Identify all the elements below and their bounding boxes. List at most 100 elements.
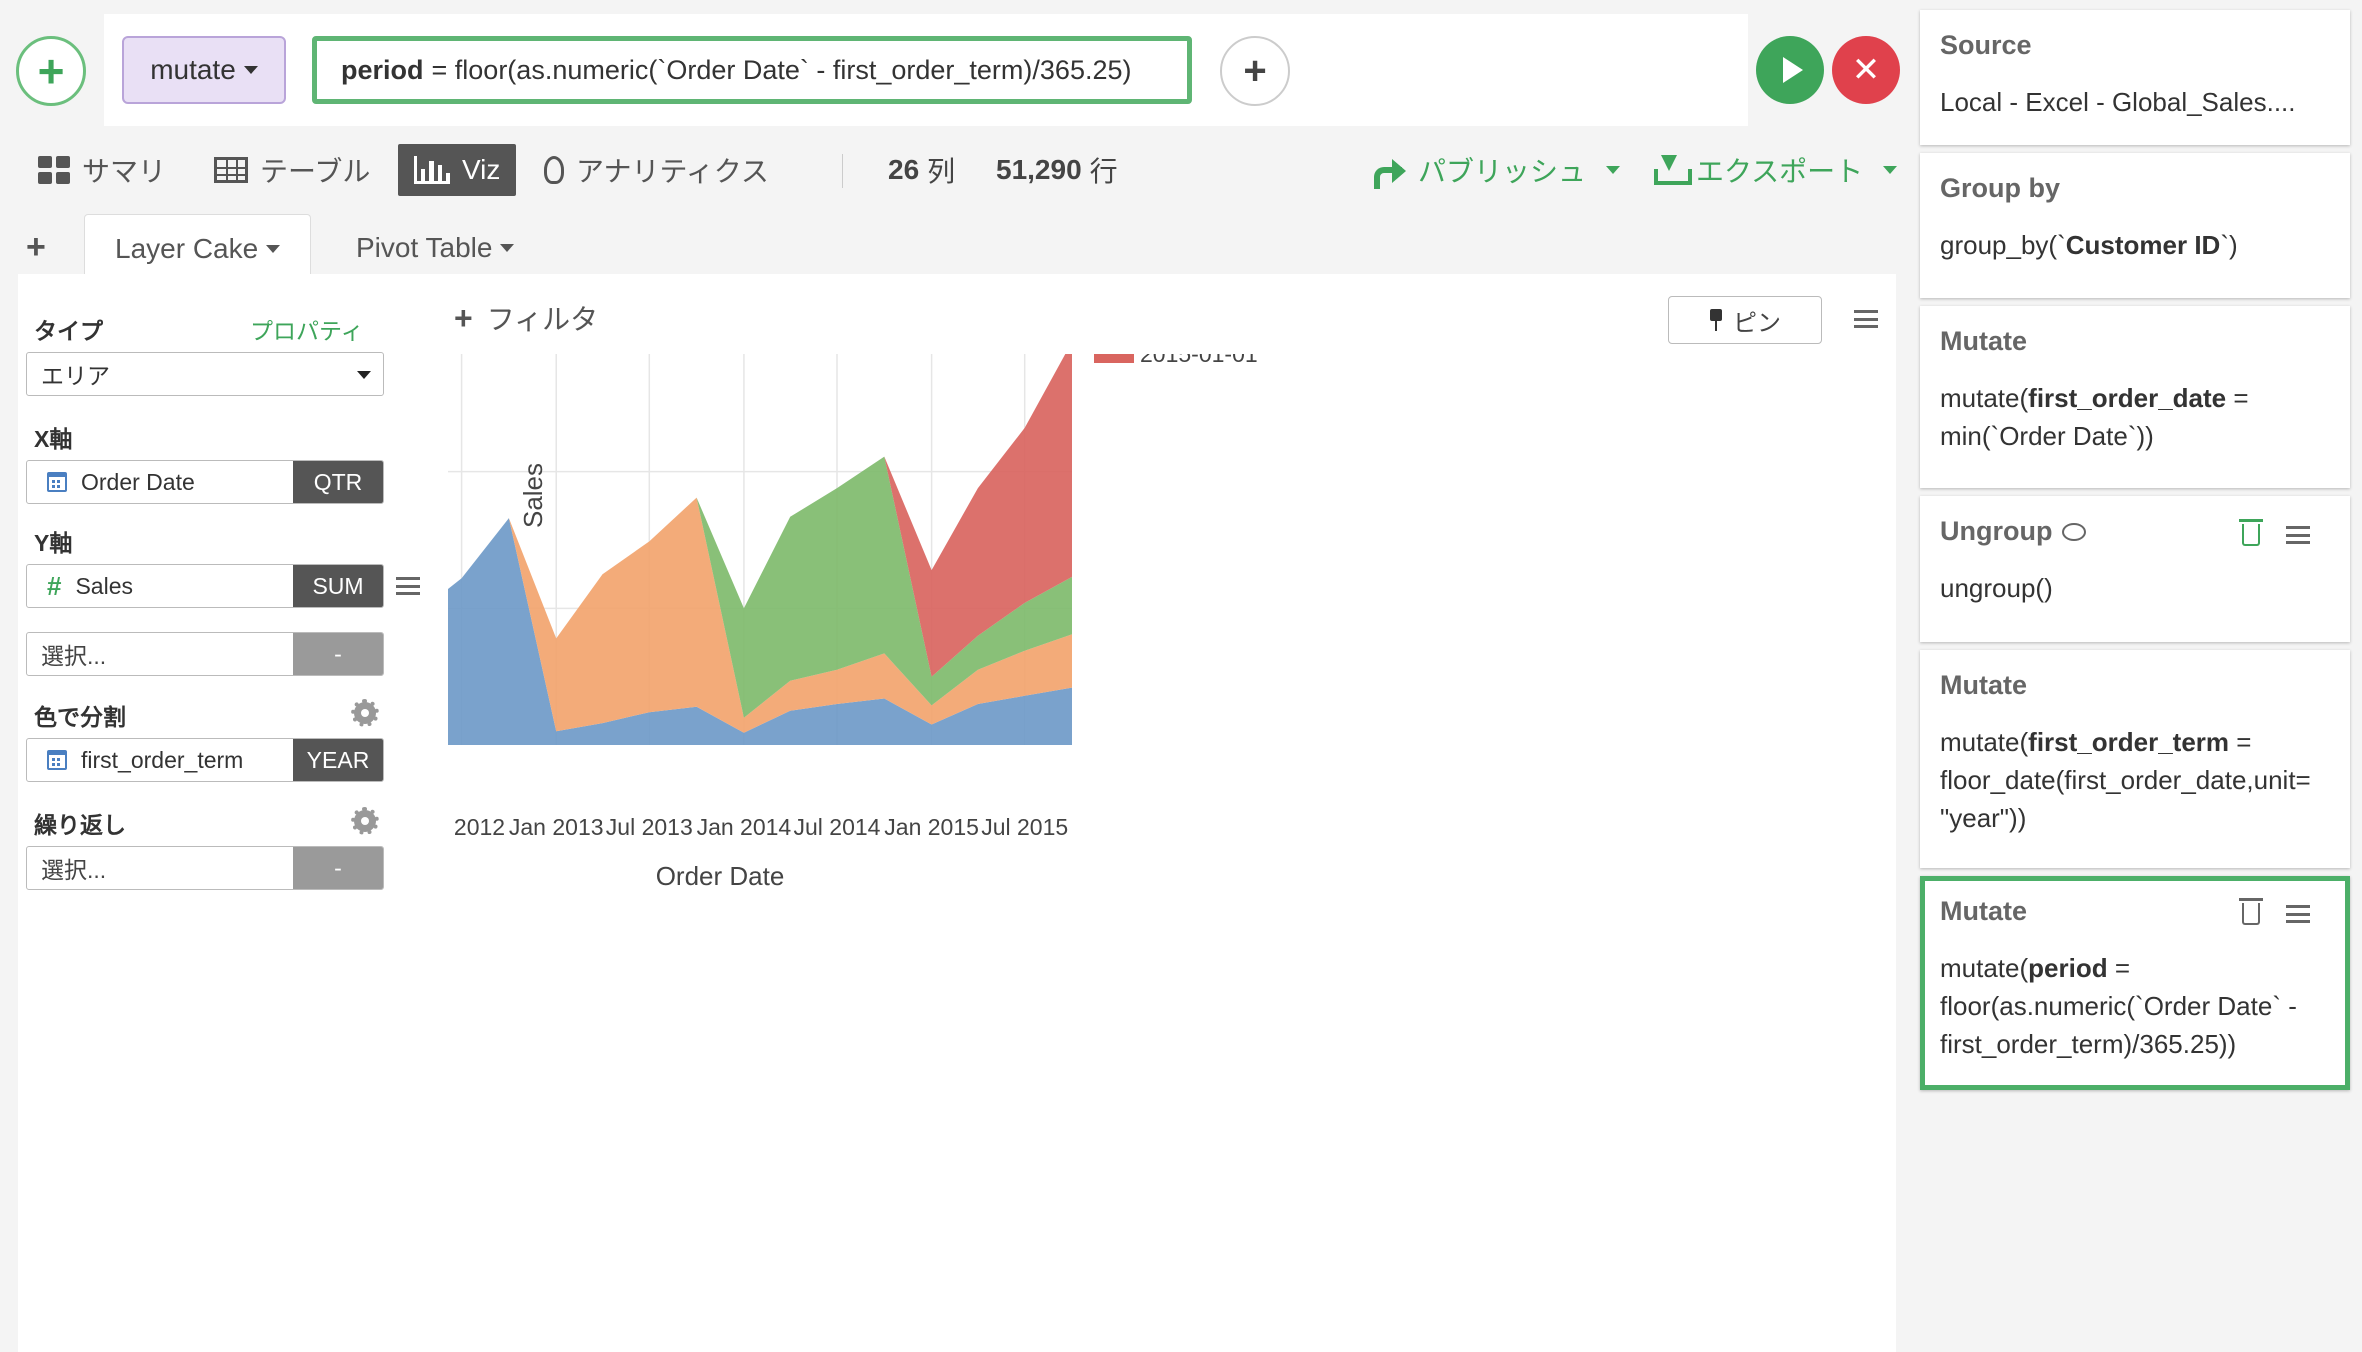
- x-axis-field[interactable]: Order Date QTR: [26, 460, 384, 504]
- column-count: 26 列: [888, 154, 956, 187]
- area-series-2015-01-01: [448, 354, 1072, 677]
- y-axis-title: Sales: [518, 463, 548, 528]
- close-icon: ✕: [1851, 51, 1881, 89]
- chart-type-select[interactable]: エリア: [26, 352, 384, 396]
- add-expression-button[interactable]: +: [1220, 36, 1290, 106]
- step-body: Local - Excel - Global_Sales....: [1940, 87, 2296, 117]
- table-view-button[interactable]: テーブル: [214, 144, 370, 196]
- table-icon: [214, 157, 248, 183]
- gear-icon[interactable]: [351, 699, 379, 727]
- legend-swatch: [1094, 354, 1134, 363]
- step-body: group_by(`Customer ID`): [1940, 230, 2238, 260]
- command-type-dropdown[interactable]: mutate: [122, 36, 286, 104]
- analytics-label: アナリティクス: [576, 156, 769, 187]
- calendar-icon: [47, 750, 67, 770]
- step-menu-icon[interactable]: [2286, 905, 2310, 923]
- step-menu-icon[interactable]: [2286, 526, 2310, 544]
- repeat-by-field[interactable]: 選択... -: [26, 846, 384, 890]
- step-card-mutate[interactable]: Mutate mutate(first_order_date = min(`Ord…: [1920, 306, 2350, 488]
- number-icon: #: [47, 570, 62, 601]
- share-icon: [1372, 157, 1406, 189]
- repeat-by-aggregation[interactable]: -: [293, 847, 383, 889]
- x-tick-label: Jan 2014: [697, 814, 792, 840]
- y-axis-menu-icon[interactable]: [396, 577, 420, 595]
- add-step-button[interactable]: +: [16, 36, 86, 106]
- step-title: Source: [1940, 30, 2032, 60]
- x-axis-aggregation[interactable]: QTR: [293, 461, 383, 503]
- pin-button[interactable]: ピン: [1668, 296, 1822, 344]
- table-label: テーブル: [260, 156, 371, 187]
- step-card-source[interactable]: Source Local - Excel - Global_Sales....: [1920, 10, 2350, 145]
- cancel-button[interactable]: ✕: [1832, 36, 1900, 104]
- property-link[interactable]: プロパティ: [250, 318, 364, 344]
- y-axis-second-aggregation[interactable]: -: [293, 633, 383, 675]
- row-count: 51,290 行: [996, 154, 1118, 187]
- step-title: Group by: [1940, 173, 2060, 203]
- run-button[interactable]: [1756, 36, 1824, 104]
- bar-chart-icon: [414, 156, 450, 184]
- x-axis-label: X軸: [34, 426, 73, 452]
- y-axis-field[interactable]: # Sales SUM: [26, 564, 384, 608]
- expression-target: period: [341, 54, 424, 85]
- publish-button[interactable]: パブリッシュ: [1372, 144, 1621, 196]
- download-icon: [1654, 155, 1692, 185]
- plus-icon: +: [1243, 48, 1267, 93]
- y-axis-label: Y軸: [34, 530, 73, 556]
- x-tick-label: Jul 2015: [981, 814, 1068, 840]
- analytics-view-button[interactable]: アナリティクス: [544, 144, 769, 196]
- play-icon: [1783, 57, 1803, 83]
- viz-panel: タイプ プロパティ エリア X軸 Order Date QTR Y軸 # Sale…: [18, 274, 1896, 1352]
- viz-view-button[interactable]: Viz: [398, 144, 517, 196]
- step-card-group-by[interactable]: Group by group_by(`Customer ID`): [1920, 153, 2350, 298]
- caret-down-icon: [500, 244, 515, 252]
- tab-layer-cake[interactable]: Layer Cake: [84, 214, 312, 282]
- y-axis-aggregation[interactable]: SUM: [293, 565, 383, 607]
- chart-tabs: + Layer Cake Pivot Table: [0, 208, 1900, 282]
- viz-label: Viz: [462, 154, 501, 185]
- area-series-2013-01-01: [448, 497, 1072, 733]
- gear-icon[interactable]: [351, 807, 379, 835]
- step-body: ungroup(): [1940, 573, 2053, 603]
- add-chart-tab-button[interactable]: +: [26, 228, 46, 266]
- comment-icon[interactable]: [2062, 522, 2087, 541]
- trash-icon[interactable]: [2239, 519, 2263, 546]
- step-title: Mutate: [1940, 670, 2027, 700]
- x-axis-title: Order Date: [656, 861, 785, 891]
- y-axis-second-field[interactable]: 選択... -: [26, 632, 384, 676]
- x-tick-label: Jan 2013: [509, 814, 604, 840]
- step-card-mutate[interactable]: Mutate mutate(first_order_term = floor_da…: [1920, 650, 2350, 868]
- summary-icon: [38, 156, 70, 184]
- lightbulb-icon: [544, 156, 564, 184]
- expression-input[interactable]: period = floor(as.numeric(`Order Date` - …: [312, 36, 1192, 104]
- color-by-label: 色で分割: [34, 704, 126, 730]
- view-toolbar: サマリ テーブル Viz アナリティクス 26 列 51,290 行 パブリッシュ …: [0, 140, 1900, 204]
- x-tick-label: Jan 2015: [884, 814, 979, 840]
- expression-text: = floor(as.numeric(`Order Date` - first_…: [431, 54, 1132, 85]
- calendar-icon: [47, 472, 67, 492]
- summary-label: サマリ: [82, 156, 167, 187]
- tab-pivot-table[interactable]: Pivot Table: [326, 214, 544, 282]
- x-tick-label: Jul 2012: [448, 814, 505, 840]
- pin-icon: [1709, 309, 1723, 331]
- color-by-field[interactable]: first_order_term YEAR: [26, 738, 384, 782]
- trash-icon[interactable]: [2239, 898, 2263, 925]
- step-card-ungroup[interactable]: Ungroup ungroup(): [1920, 496, 2350, 642]
- step-card-mutate[interactable]: Mutate mutate(period = floor(as.numeric(`…: [1920, 876, 2350, 1090]
- area-series-2012-01-01: [448, 518, 1072, 745]
- summary-view-button[interactable]: サマリ: [38, 144, 166, 196]
- step-body: mutate(first_order_term = floor_date(fir…: [1940, 727, 2311, 833]
- add-filter-button[interactable]: + フィルタ: [454, 299, 599, 336]
- caret-down-icon: [357, 371, 371, 379]
- caret-down-icon: [243, 66, 258, 74]
- step-body: mutate(period = floor(as.numeric(`Order …: [1940, 953, 2297, 1059]
- legend-label: 2015-01-01: [1140, 354, 1258, 367]
- export-button[interactable]: エクスポート: [1654, 144, 1898, 196]
- area-series-2014-01-01: [448, 456, 1072, 718]
- type-label: タイプ: [34, 318, 103, 344]
- step-body: mutate(first_order_date = min(`Order Dat…: [1940, 383, 2249, 451]
- color-by-aggregation[interactable]: YEAR: [293, 739, 383, 781]
- toolbar-divider: [842, 154, 843, 188]
- repeat-by-label: 繰り返し: [34, 812, 126, 838]
- chart-menu-icon[interactable]: [1854, 310, 1878, 328]
- x-tick-label: Jul 2013: [606, 814, 693, 840]
